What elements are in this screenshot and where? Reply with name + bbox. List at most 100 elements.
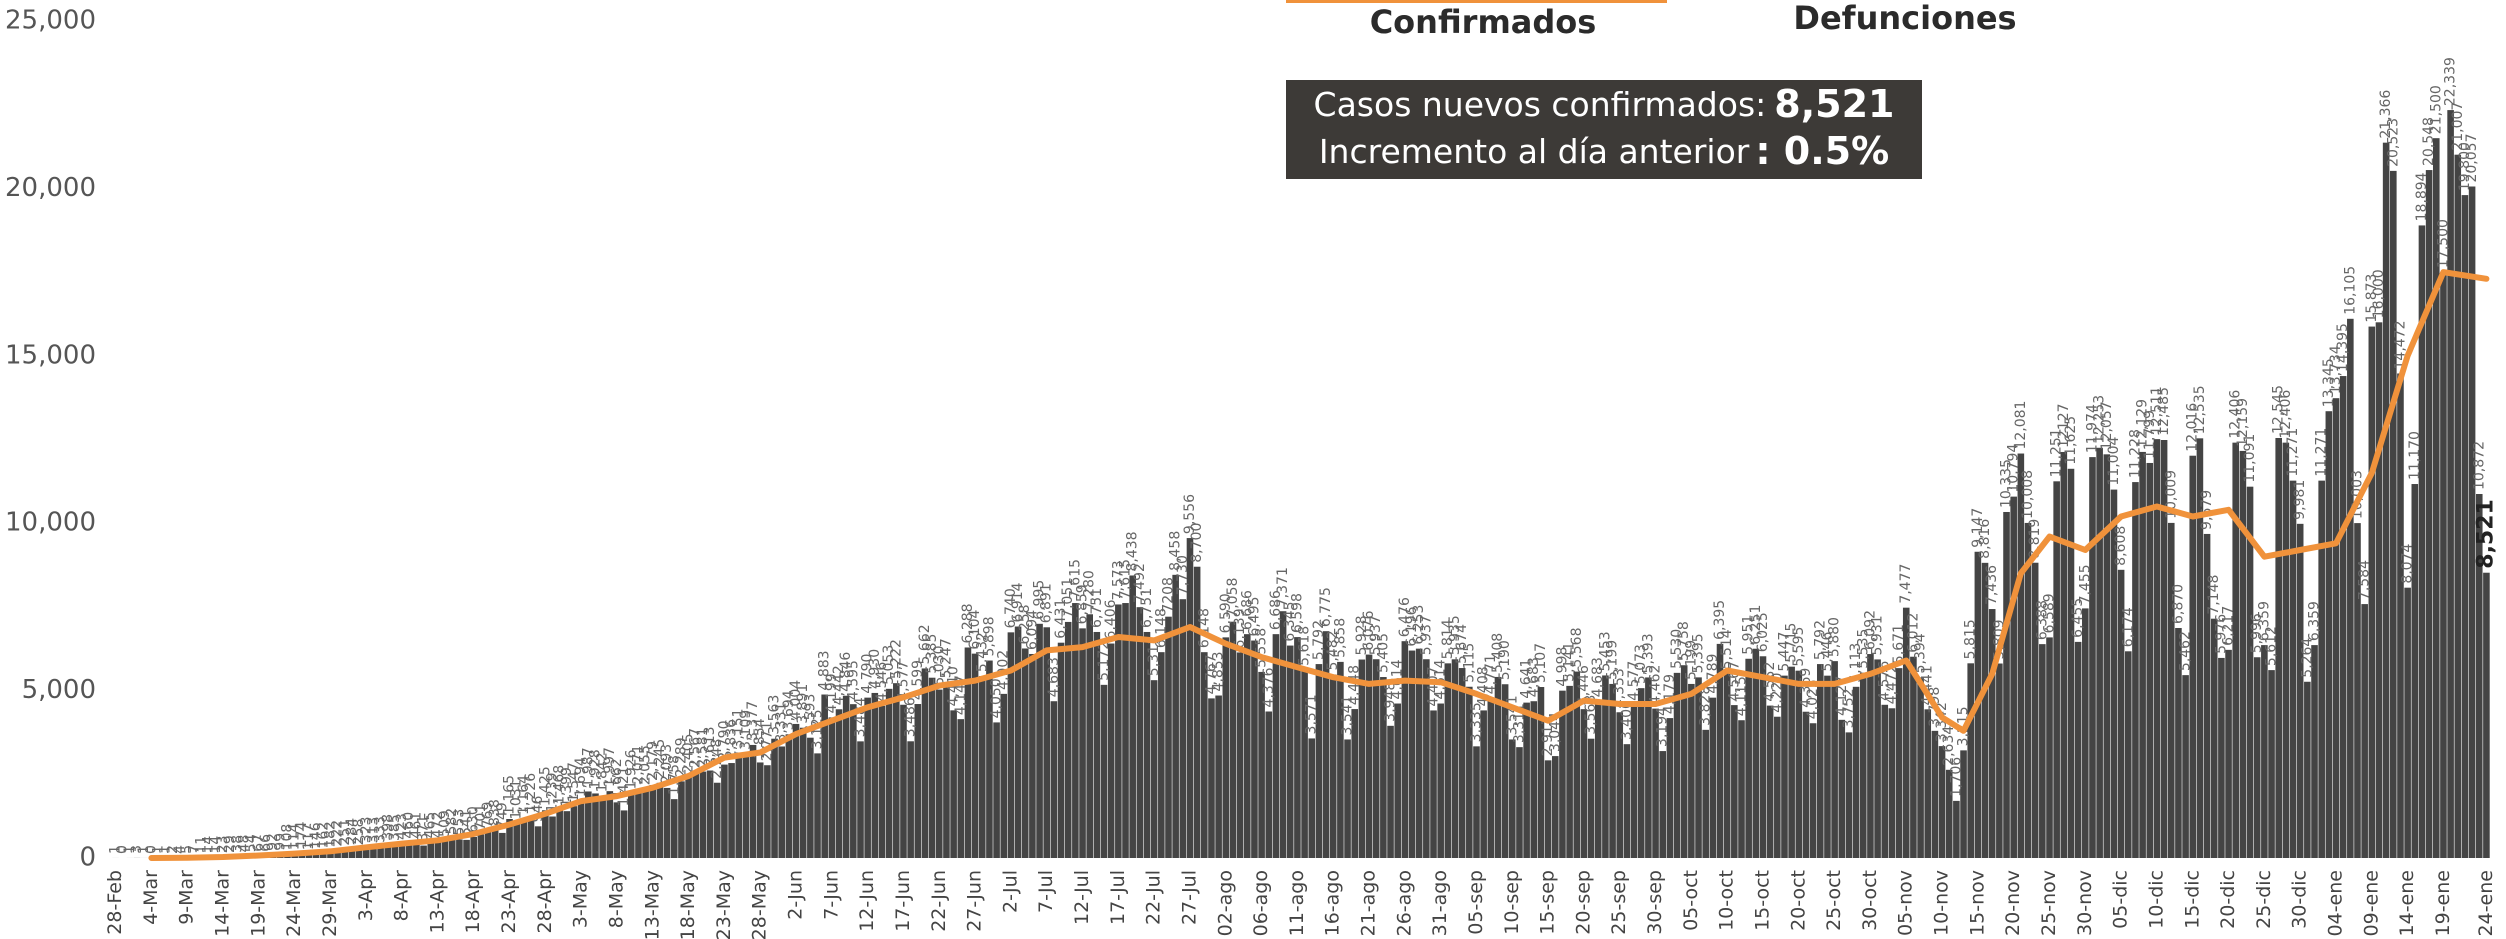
bar xyxy=(1158,652,1165,858)
bar xyxy=(713,782,721,858)
bar xyxy=(1236,652,1244,858)
x-tick-label: 4-Mar xyxy=(140,870,162,925)
bar xyxy=(2304,681,2311,858)
bar xyxy=(1415,648,1423,858)
data-label: 5,715 xyxy=(1784,623,1800,663)
x-tick-label: 2-Jun xyxy=(785,870,807,920)
bar xyxy=(1716,643,1724,858)
bar xyxy=(1251,640,1258,858)
bar xyxy=(2454,154,2462,858)
bar xyxy=(1910,656,1917,858)
data-label: 3,948 xyxy=(1383,682,1399,722)
data-label: 9,679 xyxy=(2199,490,2215,530)
data-label: 5,951 xyxy=(1741,615,1757,655)
bar xyxy=(1859,672,1867,858)
data-label: 16,105 xyxy=(2342,266,2358,315)
data-label: 2,613 xyxy=(702,726,718,766)
active-tab-indicator xyxy=(1286,0,1667,3)
bar xyxy=(2232,442,2240,858)
data-label: 284 xyxy=(344,818,360,845)
bar xyxy=(2246,486,2254,858)
data-label: 6,455 xyxy=(2070,598,2086,638)
data-label: 1 xyxy=(122,845,138,854)
x-tick-label: 10-sep xyxy=(1501,870,1523,935)
data-label: 4,407 xyxy=(1426,666,1442,706)
data-label: 2,567 xyxy=(688,728,704,768)
x-tick-label: 7-Jul xyxy=(1035,870,1057,913)
bar xyxy=(1996,663,2003,858)
bar xyxy=(2218,657,2225,858)
x-tick-label: 9-Mar xyxy=(176,870,198,925)
data-label: 4,577 xyxy=(895,661,911,701)
bar xyxy=(2411,484,2419,858)
data-label: 4,641 xyxy=(1519,659,1535,699)
x-tick-label: 27-Jun xyxy=(964,870,986,932)
data-label: 7,280 xyxy=(1082,570,1098,610)
data-label: 4,448 xyxy=(1347,665,1363,705)
data-label: 2,055 xyxy=(638,745,654,785)
data-label: 6,076 xyxy=(1361,610,1377,650)
info-box xyxy=(1286,80,1922,179)
bar xyxy=(1566,685,1573,858)
bar xyxy=(606,791,614,858)
bar xyxy=(1845,732,1853,858)
bar xyxy=(1021,648,1029,858)
data-label: 6,751 xyxy=(1089,588,1105,628)
bar xyxy=(2103,454,2111,858)
bar xyxy=(1637,688,1645,858)
bar xyxy=(1322,631,1330,858)
data-label: 4,683 xyxy=(1590,657,1606,697)
data-label: 6,288 xyxy=(960,603,976,643)
data-label: 7,058 xyxy=(1225,578,1241,618)
data-label: 4,441 xyxy=(1920,665,1936,705)
bar xyxy=(1408,650,1416,858)
bar xyxy=(1766,705,1774,858)
x-tick-label: 28-Feb xyxy=(104,870,126,935)
bar xyxy=(935,689,943,858)
data-label: 7,477 xyxy=(1898,564,1914,604)
bar xyxy=(1645,677,1652,858)
bar xyxy=(1380,677,1387,858)
bar xyxy=(2096,447,2103,858)
data-label: 5,199 xyxy=(1605,640,1621,680)
data-label: 8,074 xyxy=(2400,544,2416,584)
bar xyxy=(2253,657,2261,858)
data-label: 4,369 xyxy=(1798,668,1814,708)
data-label: 6,196 xyxy=(1404,606,1420,646)
data-label: 5,931 xyxy=(1870,615,1886,655)
tab[interactable]: Defunciones xyxy=(1793,0,2016,37)
x-tick-label: 14-ene xyxy=(2396,870,2418,936)
data-label: 12,535 xyxy=(2192,385,2208,434)
tab[interactable]: Confirmados xyxy=(1370,3,1597,41)
x-tick-label: 30-nov xyxy=(2074,870,2096,936)
bar xyxy=(1093,631,1101,858)
data-label: 8,521 xyxy=(2473,499,2498,569)
bar xyxy=(2475,494,2483,858)
data-label: 333 xyxy=(373,816,389,843)
x-tick-label: 25-sep xyxy=(1608,870,1630,935)
bar xyxy=(370,847,377,858)
data-label: 630 xyxy=(466,806,482,833)
bar xyxy=(642,789,649,858)
data-label: 17,500 xyxy=(2435,219,2451,268)
data-label: 5,858 xyxy=(1332,618,1348,658)
bar xyxy=(1945,769,1953,858)
bar xyxy=(312,853,320,858)
data-label: 6,775 xyxy=(1318,587,1334,627)
data-label: 5,814 xyxy=(1440,619,1456,659)
bar xyxy=(1423,659,1430,858)
data-label: 3,125 xyxy=(810,709,826,749)
bar xyxy=(1544,760,1552,858)
data-label: 258 xyxy=(351,819,367,846)
bar xyxy=(1537,687,1545,858)
bar xyxy=(692,772,700,858)
bar xyxy=(2203,533,2211,858)
bar xyxy=(2139,451,2146,858)
data-label: 2 xyxy=(165,845,181,854)
bar xyxy=(320,852,327,858)
data-label: 5,530 xyxy=(1669,629,1685,669)
x-tick-label: 15-oct xyxy=(1751,870,1773,931)
x-tick-label: 16-ago xyxy=(1322,870,1344,936)
x-tick-label: 19-ene xyxy=(2432,870,2454,936)
data-label: 5,393 xyxy=(1640,633,1656,673)
